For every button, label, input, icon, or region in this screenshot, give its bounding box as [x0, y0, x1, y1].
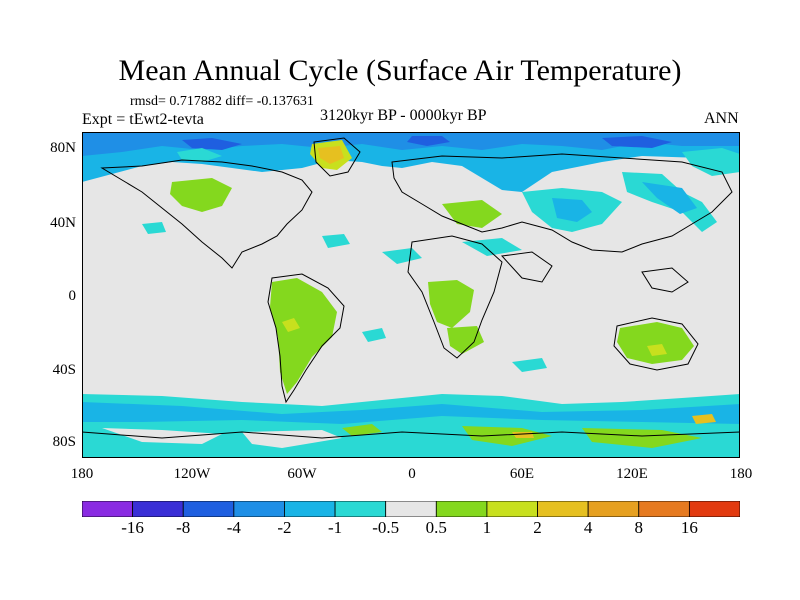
colorbar-label: 0.5 — [425, 518, 447, 537]
colorbar-swatch — [688, 501, 740, 517]
lon-label-180e: 180 — [729, 466, 753, 482]
lon-label-120e: 120E — [616, 466, 648, 482]
colorbar-label: -2 — [277, 518, 292, 537]
colorbar-swatch — [182, 501, 235, 517]
lon-label-60e: 60E — [509, 466, 535, 482]
colorbar-swatch — [334, 501, 387, 517]
colorbar-label: 4 — [583, 518, 593, 537]
colorbar-label: 8 — [634, 518, 644, 537]
colorbar-swatch — [587, 501, 640, 517]
lon-label-0: 0 — [408, 466, 416, 482]
colorbar-swatch — [435, 501, 488, 517]
colorbar-swatch — [284, 501, 336, 517]
experiment-label: Expt = tEwt2-tevta — [82, 111, 204, 128]
colorbar-label: -1 — [327, 518, 343, 537]
stats-text: rmsd= 0.717882 diff= -0.137631 — [130, 94, 314, 109]
colorbar-swatch — [82, 501, 134, 517]
colorbar — [82, 501, 740, 517]
colorbar-label: 2 — [533, 518, 542, 537]
colorbar-swatch — [132, 501, 184, 517]
lat-label-80n: 80N — [50, 140, 76, 156]
map-frame — [82, 132, 740, 458]
colorbar-label: -16 — [121, 518, 144, 537]
arctic-anomaly-region — [82, 132, 740, 232]
lat-label-80s: 80S — [52, 434, 76, 450]
season-label: ANN — [704, 110, 739, 127]
southern-ocean-anomaly-region — [82, 394, 740, 458]
positive-anomaly-regions — [170, 178, 694, 394]
colorbar-swatch — [486, 501, 538, 517]
colorbar-label: 1 — [482, 518, 492, 537]
colorbar-label: -0.5 — [372, 518, 400, 537]
colorbar-label: -4 — [226, 518, 241, 537]
lat-label-40n: 40N — [50, 215, 76, 231]
colorbar-label: -8 — [176, 518, 191, 537]
lon-label-120w: 120W — [173, 466, 211, 482]
temperature-map — [82, 132, 740, 458]
colorbar-swatch — [638, 501, 690, 517]
lat-label-0: 0 — [68, 288, 77, 304]
lat-label-40s: 40S — [52, 362, 76, 378]
colorbar-swatch — [537, 501, 589, 517]
period-label: 3120kyr BP - 0000kyr BP — [320, 107, 487, 124]
colorbar-label: 16 — [680, 518, 698, 537]
lon-label-60w: 60W — [287, 466, 317, 482]
colorbar-swatch — [385, 501, 437, 517]
plot-title: Mean Annual Cycle (Surface Air Temperatu… — [118, 54, 682, 87]
lon-label-180w: 180 — [70, 466, 94, 482]
coastlines — [82, 137, 740, 439]
colorbar-swatch — [233, 501, 285, 517]
